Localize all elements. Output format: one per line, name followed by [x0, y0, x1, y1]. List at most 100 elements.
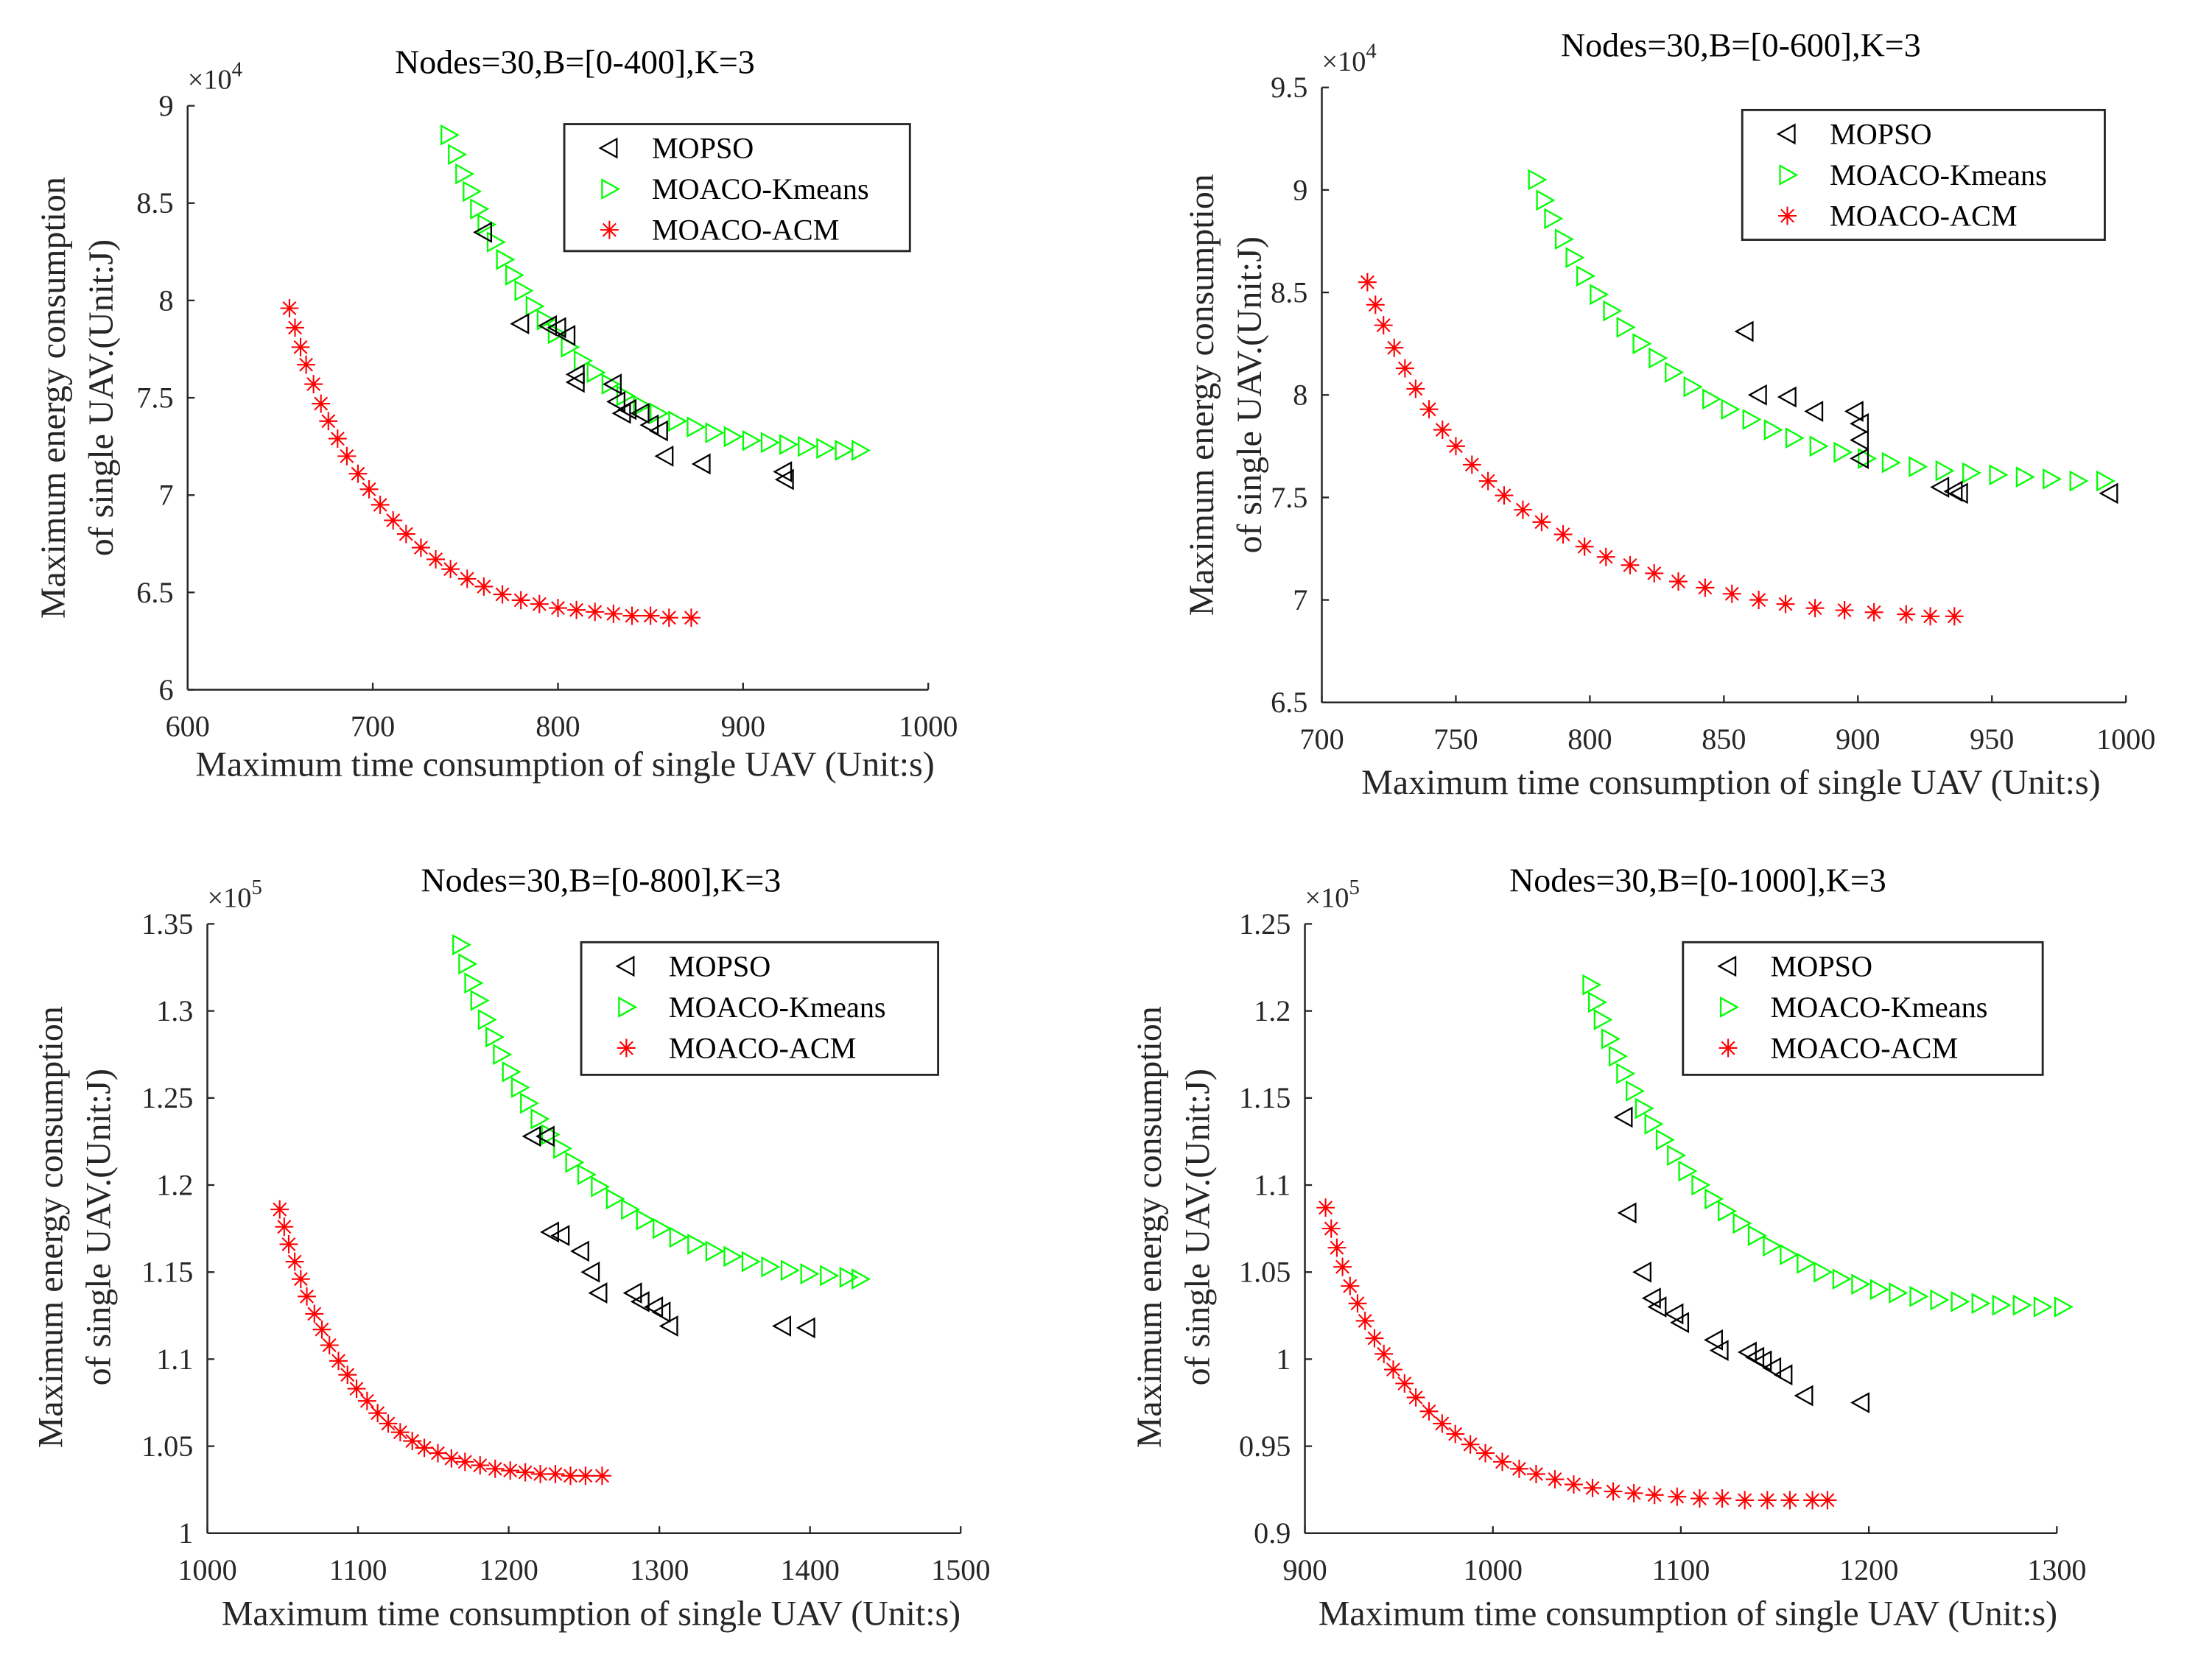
y-exponent: 5: [251, 876, 261, 899]
data-point-moaco-kmeans: [1809, 435, 1829, 457]
data-point-mopso: [522, 1125, 541, 1147]
data-point-mopso: [1777, 386, 1797, 408]
data-point-moaco-acm: [275, 1217, 294, 1237]
data-point-mopso: [1747, 384, 1767, 406]
x-tick-label: 750: [1433, 722, 1478, 756]
x-axis-label: Maximum time consumption of single UAV (…: [1319, 1594, 2057, 1633]
data-point-moaco-acm: [411, 538, 430, 558]
data-point-mopso: [691, 453, 711, 475]
data-point-moaco-kmeans: [1833, 441, 1853, 463]
data-point-moaco-acm: [1645, 1486, 1664, 1505]
y-exponent-label: ×105: [1305, 876, 1360, 913]
data-point-moaco-acm: [1462, 455, 1481, 474]
data-point-moaco-acm: [1419, 1402, 1439, 1421]
data-point-mopso: [651, 1301, 671, 1323]
data-point-moaco-kmeans: [650, 402, 670, 424]
chart-3: 1000 1100 1200 1300 1400 1500 1 1.05 1.1 1.15 1.2 1…: [31, 861, 990, 1633]
data-point-moaco-kmeans: [1763, 1235, 1783, 1257]
data-point-moaco-kmeans: [1616, 316, 1636, 338]
y-axis-label: of single UAV.(Unit:J): [82, 239, 121, 556]
data-point-moaco-kmeans: [800, 1263, 820, 1284]
data-point-moaco-acm: [348, 464, 368, 483]
data-point-mopso: [556, 325, 576, 346]
data-point-moaco-acm: [368, 1404, 387, 1423]
y-tick-label: 1.25: [141, 1081, 193, 1114]
data-point-moaco-kmeans: [633, 395, 653, 417]
data-point-moaco-acm: [1333, 1257, 1352, 1276]
data-point-mopso: [1632, 1261, 1652, 1283]
data-point-moaco-kmeans: [586, 362, 606, 384]
data-point-moaco-kmeans: [1590, 284, 1609, 306]
y-tick-label: 1.05: [141, 1430, 193, 1463]
legend-marker-mopso: [615, 955, 635, 977]
data-point-moaco-acm: [567, 600, 586, 619]
data-point-moaco-kmeans: [705, 422, 725, 444]
data-point-moaco-kmeans: [1992, 1294, 2012, 1316]
data-point-moaco-kmeans: [553, 1137, 573, 1159]
legend-marker-mopso: [1776, 123, 1796, 145]
data-point-moaco-acm: [1758, 1491, 1777, 1510]
data-point-mopso: [1850, 448, 1869, 469]
data-point-moaco-acm: [546, 1464, 565, 1483]
data-point-moaco-kmeans: [1691, 1174, 1711, 1196]
data-point-moaco-kmeans: [1678, 1160, 1698, 1182]
x-axis-label: Maximum time consumption of single UAV (…: [1361, 763, 2100, 802]
data-point-mopso: [510, 313, 530, 335]
series-mopso: [1734, 320, 2118, 504]
legend-marker-moaco-acm: [1718, 1038, 1738, 1058]
y-exponent: 4: [232, 57, 242, 81]
data-point-moaco-kmeans: [452, 934, 471, 956]
legend-label: MOACO-Kmeans: [669, 991, 886, 1024]
data-point-moaco-acm: [1690, 1489, 1709, 1508]
legend-marker-moaco-kmeans: [618, 996, 638, 1018]
data-point-moaco-kmeans: [761, 1256, 781, 1278]
data-point-moaco-acm: [1406, 1388, 1425, 1407]
x-tick-label: 800: [1567, 722, 1612, 756]
data-point-moaco-acm: [511, 591, 530, 610]
data-point-mopso: [630, 402, 650, 424]
data-point-moaco-acm: [415, 1438, 434, 1458]
data-point-moaco-acm: [1565, 1475, 1583, 1494]
data-point-moaco-acm: [561, 1466, 580, 1486]
data-point-moaco-acm: [1818, 1491, 1837, 1510]
data-point-moaco-acm: [403, 1432, 422, 1450]
legend-label: MOACO-ACM: [669, 1031, 857, 1064]
data-point-moaco-kmeans: [561, 336, 580, 358]
data-point-moaco-acm: [1341, 1276, 1360, 1295]
data-point-moaco-kmeans: [464, 972, 484, 994]
data-point-mopso: [1647, 1296, 1667, 1318]
data-point-moaco-acm: [1374, 316, 1393, 335]
legend: MOPSO MOACO-Kmeans MOACO-ACM: [1741, 108, 2106, 242]
legend-marker-moaco-acm: [617, 1038, 636, 1058]
data-point-moaco-kmeans: [2054, 1296, 2074, 1318]
data-point-moaco-acm: [279, 1234, 298, 1254]
data-point-moaco-acm: [1447, 437, 1465, 456]
data-point-moaco-kmeans: [1626, 1080, 1645, 1102]
y-exponent: 5: [1349, 876, 1359, 899]
data-point-mopso: [772, 1315, 791, 1337]
data-point-moaco-kmeans: [1851, 1273, 1871, 1295]
y-multiplier: ×10: [208, 882, 252, 913]
y-axis-label: Maximum energy consumption: [1182, 174, 1221, 616]
x-tick-label: 1200: [479, 1553, 538, 1586]
legend-marker-moaco-kmeans: [1719, 996, 1739, 1018]
data-point-moaco-kmeans: [477, 214, 497, 236]
data-point-moaco-kmeans: [852, 440, 871, 461]
data-point-mopso: [1804, 401, 1824, 422]
data-point-moaco-kmeans: [2012, 1294, 2032, 1316]
data-point-moaco-acm: [1355, 1311, 1374, 1330]
y-tick-label: 9.5: [1271, 71, 1307, 104]
x-tick-label: 600: [166, 710, 210, 743]
series-mopso: [473, 222, 794, 491]
series-mopso: [522, 1125, 815, 1339]
legend-label: MOACO-ACM: [1830, 199, 2018, 232]
x-tick-label: 1100: [1651, 1553, 1710, 1586]
data-point-moaco-acm: [286, 318, 304, 337]
series-moaco-acm: [1316, 1198, 1837, 1510]
data-point-moaco-kmeans: [510, 1077, 530, 1099]
data-point-moaco-acm: [298, 1287, 316, 1306]
data-point-mopso: [473, 222, 493, 243]
data-point-moaco-kmeans: [1869, 1279, 1889, 1301]
data-point-moaco-acm: [379, 1414, 398, 1433]
